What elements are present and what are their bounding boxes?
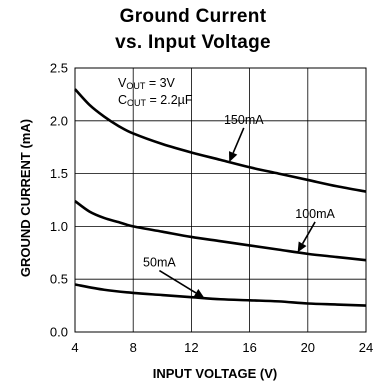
annotation-arrow-shaft: [301, 221, 316, 245]
series-label-100mA: 100mA: [295, 207, 335, 221]
y-tick-label: 2.0: [50, 113, 68, 128]
y-tick-label: 0.0: [50, 325, 68, 340]
series-line-100mA: [74, 200, 367, 262]
x-tick-label: 20: [301, 340, 315, 355]
x-tick-label: 4: [71, 340, 78, 355]
annotation-arrow-shaft: [158, 269, 197, 294]
annotation-arrow-head: [193, 289, 205, 299]
cout-symbol: C: [118, 93, 127, 107]
y-tick-label: 0.5: [50, 272, 68, 287]
series-line-50mA: [74, 283, 367, 307]
x-tick-label: 16: [242, 340, 256, 355]
annotation-arrow-head: [297, 241, 307, 253]
chart-title-line-2: vs. Input Voltage: [115, 32, 271, 53]
cout-value: = 2.2µF: [146, 93, 193, 107]
y-tick-label: 2.5: [50, 61, 68, 76]
annotations: 150mA 100mA 50mA: [143, 113, 336, 299]
vout-symbol: V: [118, 76, 127, 90]
chart-title-line-1: Ground Current: [119, 6, 267, 27]
x-tick-label: 12: [184, 340, 198, 355]
plot-frame: [74, 67, 367, 333]
vout-condition: VOUT = 3V: [118, 76, 176, 91]
series-label-50mA: 50mA: [143, 256, 176, 270]
cout-subscript: OUT: [127, 98, 147, 108]
series-lines: [74, 88, 367, 307]
cout-condition: COUT = 2.2µF: [118, 93, 193, 108]
x-tick-label: 24: [359, 340, 373, 355]
series-line-150mA: [74, 88, 367, 193]
y-tick-label: 1.5: [50, 166, 68, 181]
vout-subscript: OUT: [126, 81, 146, 91]
series-label-150mA: 150mA: [224, 113, 264, 127]
y-axis-label: GROUND CURRENT (mA): [18, 119, 33, 277]
annotation-arrow-shaft: [232, 127, 245, 154]
y-tick-label: 1.0: [50, 219, 68, 234]
tick-labels: 4 8 12 16 20 24 0.0 0.5 1.0 1.5 2.0 2.5: [50, 61, 373, 356]
x-axis-label: INPUT VOLTAGE (V): [153, 366, 277, 381]
x-tick-label: 8: [130, 340, 137, 355]
grid: [75, 68, 366, 332]
vout-value: = 3V: [145, 76, 175, 90]
annotation-arrow-head: [229, 151, 238, 163]
